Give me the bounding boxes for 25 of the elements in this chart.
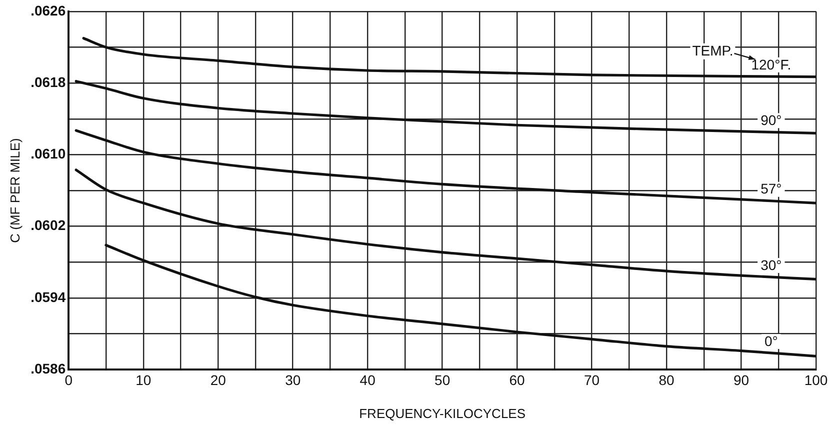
x-tick-label: 90 <box>733 372 750 388</box>
x-tick-label: 40 <box>360 372 376 388</box>
y-tick-label: .0626 <box>30 2 66 18</box>
x-tick-label: 70 <box>584 372 600 388</box>
x-tick-label: 100 <box>804 372 828 388</box>
y-tick-label: .0586 <box>30 360 66 376</box>
legend-label: 120°F. <box>751 56 792 72</box>
x-tick-label: 30 <box>285 372 301 388</box>
x-tick-label: 60 <box>509 372 526 388</box>
x-tick-label: 20 <box>210 372 226 388</box>
y-tick-label: .0610 <box>30 146 66 162</box>
y-tick-label: .0594 <box>30 288 66 305</box>
x-tick-label: 50 <box>434 372 450 388</box>
annotation: TEMP. <box>692 42 734 58</box>
x-tick-label: 0 <box>64 372 73 388</box>
y-axis-title: C (MF PER MILE) <box>7 138 22 243</box>
series-label: 0° <box>764 332 778 349</box>
x-axis-title: FREQUENCY-KILOCYCLES <box>359 406 526 421</box>
x-tick-label: 80 <box>658 372 675 388</box>
series-label: 30° <box>760 256 782 273</box>
series-label: 57° <box>760 180 782 197</box>
x-tick-label: 10 <box>136 372 152 388</box>
y-tick-label: .0602 <box>30 217 66 234</box>
series-label: 90° <box>760 112 782 128</box>
y-tick-label: .0618 <box>30 74 66 90</box>
